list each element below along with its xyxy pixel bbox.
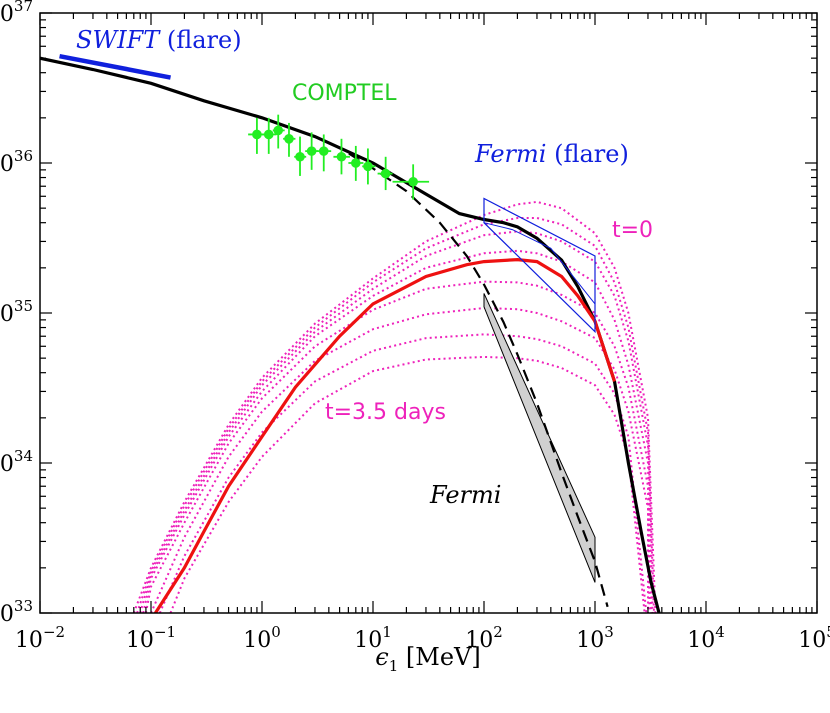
fermi-flare-bowtie — [483, 197, 596, 334]
fermi-flare-bowtie-inner — [483, 222, 596, 305]
x-tick-label-5: 103 — [576, 623, 614, 653]
y-tick-label-4: 1037 — [0, 0, 33, 27]
comptel-marker-1 — [263, 129, 274, 140]
dotted-model-curve-9 — [158, 333, 648, 613]
total-model-curve — [40, 56, 661, 613]
comptel-marker-7 — [336, 151, 347, 162]
x-tick-label-3: 101 — [354, 623, 392, 653]
swift-flare-label: SWIFT (flare) — [76, 26, 242, 54]
comptel-marker-6 — [318, 146, 329, 156]
comptel-marker-0 — [252, 129, 262, 140]
comptel-point-2 — [272, 114, 285, 149]
x-tick-label-2: 100 — [243, 623, 281, 653]
tick-labels: 10−2 10−1 100 101 102 103 104 105 1033 1034 1035 10… — [0, 0, 830, 653]
comptel-label: COMPTEL — [292, 81, 397, 106]
comptel-marker-3 — [284, 133, 294, 144]
comptel-marker-2 — [273, 125, 284, 136]
comptel-point-3 — [283, 122, 296, 157]
comptel-point-0 — [248, 117, 267, 154]
dashed-model-curve — [314, 135, 609, 608]
plot-frame — [39, 12, 818, 614]
comptel-marker-9 — [363, 161, 373, 172]
comptel-marker-11 — [408, 176, 418, 187]
dotted-model-curve-5 — [139, 230, 654, 613]
fermi-quiet-label: Fermi — [429, 481, 501, 509]
dotted-model-curve-4 — [136, 217, 655, 613]
fermi-bowties — [483, 293, 596, 583]
comptel-marker-4 — [295, 151, 305, 162]
y-tick-label-0: 1033 — [0, 597, 33, 627]
red-model-curve — [153, 257, 617, 613]
fermi-quiet-bowtie — [483, 293, 596, 583]
x-tick-label-7: 105 — [798, 623, 830, 653]
comptel-point-9 — [362, 148, 376, 185]
y-tick-label-1: 1034 — [0, 447, 33, 477]
y-tick-label-2: 1035 — [0, 297, 33, 327]
dotted-model-curve-8 — [150, 306, 649, 613]
x-axis-label: ϵ1 [MeV] — [375, 643, 480, 675]
swift-flare-segment — [59, 53, 171, 80]
comptel-point-8 — [348, 145, 364, 181]
t0-label: t=0 — [612, 218, 653, 243]
comptel-data — [248, 114, 430, 200]
model-main-curves — [40, 53, 661, 613]
x-tick-label-0: 10−2 — [15, 623, 65, 653]
dotted-model-curve-7 — [144, 280, 651, 613]
comptel-marker-10 — [380, 168, 391, 179]
comptel-point-7 — [333, 138, 350, 175]
t35-label: t=3.5 days — [325, 400, 446, 425]
axis-ticks — [39, 12, 818, 614]
comptel-point-5 — [305, 132, 319, 170]
x-tick-label-1: 10−1 — [126, 623, 176, 653]
plot-area — [40, 53, 661, 613]
y-tick-label-3: 1036 — [0, 147, 33, 177]
fermi-flare-label: Fermi (flare) — [474, 140, 629, 168]
comptel-marker-5 — [306, 146, 317, 156]
comptel-point-10 — [377, 156, 393, 191]
dotted-model-curve-6 — [142, 249, 653, 613]
comptel-point-11 — [392, 164, 430, 200]
comptel-point-4 — [294, 136, 307, 176]
comptel-point-6 — [316, 134, 332, 172]
x-tick-label-6: 104 — [687, 623, 725, 653]
comptel-marker-8 — [351, 158, 361, 168]
comptel-point-1 — [262, 117, 277, 154]
x-tick-label-4: 102 — [465, 623, 503, 653]
dotted-model-curve-10 — [169, 355, 646, 613]
